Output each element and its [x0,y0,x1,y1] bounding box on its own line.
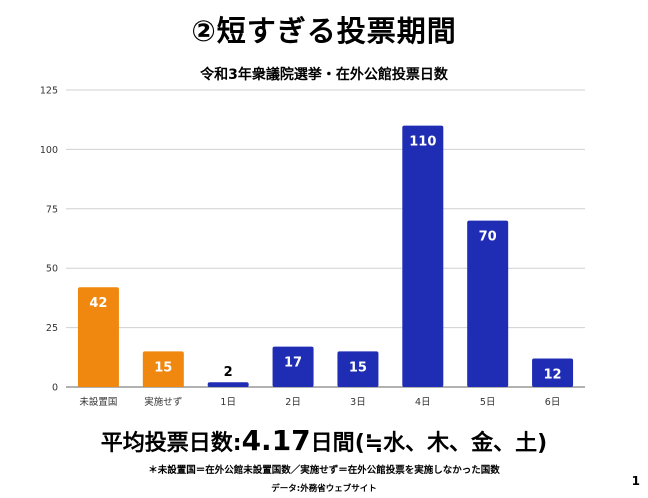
data-labels: 42 15 2 17 15 110 70 12 [89,135,561,383]
footnote: ＊未設置国＝在外公館未設置国数／実施せず＝在外公館投票を実施しなかった国数 [148,465,500,476]
summary-value: 4.17 [241,424,311,457]
summary-label: 平均投票日数 [100,431,233,456]
x-tick-label: 1日 [220,397,236,408]
average-days-summary: 平均投票日数:4.17日間(≒水、木、金、土) [0,424,648,457]
bar [402,125,444,387]
x-tick-label: 実施せず [144,396,182,408]
x-tick-label: 6日 [545,397,561,408]
page-number: 1 [631,474,640,488]
y-tick-label: 25 [46,323,58,334]
x-tick-label: 3日 [350,397,366,408]
bar [142,351,184,387]
data-label: 12 [544,367,562,382]
data-label: 42 [89,296,107,311]
data-label: 17 [284,356,302,371]
bar-chart: 0 25 50 75 100 125 42 15 2 17 15 110 70 12 未設置国 実施せず 1… [40,86,585,408]
x-tick-label: 4日 [415,397,431,408]
data-label: 15 [154,360,172,375]
slide-title: ②短すぎる投票期間 [191,14,457,48]
y-tick-label: 75 [46,204,58,215]
x-tick-label: 未設置国 [79,396,117,408]
summary-note: (≒水、木、金、土) [354,431,548,456]
data-label: 15 [349,360,367,375]
bar [272,346,314,387]
chart-title: 令和3年衆議院選挙・在外公館投票日数 [200,67,448,83]
bar [77,287,119,387]
y-tick-label: 0 [52,383,58,394]
data-source: データ:外務省ウェブサイト [271,484,377,494]
data-label: 70 [479,230,497,245]
bar [207,382,249,387]
data-label: 2 [224,365,233,380]
x-tick-label: 2日 [285,397,301,408]
bar [532,358,574,387]
y-axis-ticks: 0 25 50 75 100 125 [40,86,58,394]
bar [467,220,509,387]
summary-colon: : [232,431,242,456]
y-tick-label: 125 [40,86,58,97]
x-axis-ticks: 未設置国 実施せず 1日 2日 3日 4日 5日 6日 [79,396,560,408]
y-tick-label: 50 [46,264,58,275]
bars [77,125,574,387]
x-tick-label: 5日 [480,397,496,408]
data-label: 110 [409,135,436,150]
bar [337,351,379,387]
summary-unit: 日間 [310,431,355,456]
y-tick-label: 100 [40,145,58,156]
